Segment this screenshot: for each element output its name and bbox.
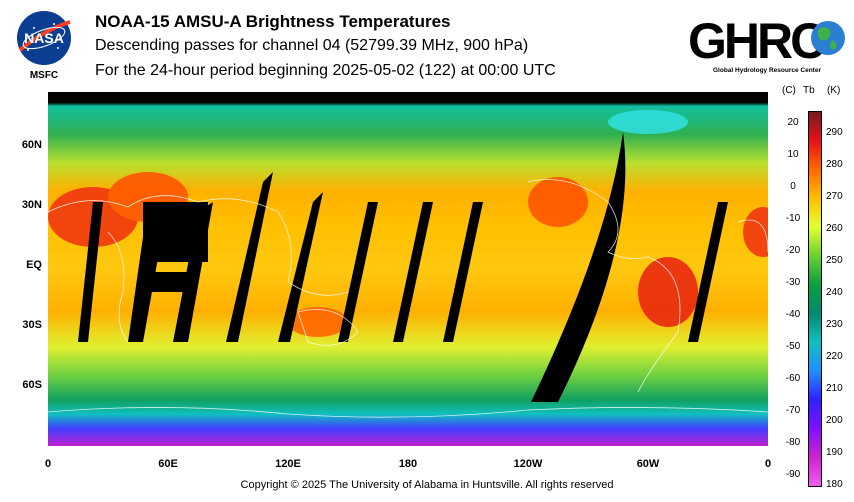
antarctic-coast [47, 407, 769, 418]
celsius-tick: -40 [785, 309, 801, 321]
kelvin-tick: 220 [826, 351, 843, 363]
ghrc-logo: GHRC Global Hydrology Resource Center [686, 10, 848, 76]
celsius-tick: -10 [785, 213, 801, 225]
unit-celsius: (C) [782, 85, 796, 96]
kelvin-tick: 280 [826, 159, 843, 171]
warm-regions [48, 110, 783, 337]
brightness-temperature-map [47, 92, 783, 446]
celsius-tick: 10 [787, 149, 799, 161]
celsius-tick: -50 [785, 341, 801, 353]
kelvin-tick: 250 [826, 255, 843, 267]
chart-subtitle: Descending passes for channel 04 (52799.… [95, 37, 529, 54]
kelvin-tick: 180 [826, 479, 843, 490]
unit-kelvin: (K) [827, 85, 841, 96]
celsius-tick: 0 [790, 181, 796, 193]
celsius-tick: -60 [785, 373, 801, 385]
lon-label: 180 [398, 458, 418, 470]
lon-label: 120W [513, 458, 543, 470]
kelvin-tick: 210 [826, 383, 843, 395]
nasa-center-text: MSFC [30, 70, 58, 81]
lon-label: 0 [44, 458, 52, 470]
celsius-tick: -80 [785, 436, 801, 448]
celsius-tick: -70 [785, 404, 801, 416]
no-data-swaths [78, 132, 728, 402]
copyright-notice: Copyright © 2025 The University of Alaba… [240, 479, 614, 491]
lat-label: EQ [26, 259, 42, 271]
celsius-tick: -90 [785, 468, 801, 480]
nasa-logo-text: NASA [24, 30, 64, 46]
celsius-tick: 20 [787, 117, 799, 129]
lon-label: 60E [158, 458, 178, 470]
lat-label: 30N [21, 199, 42, 211]
top-no-data-band [48, 92, 768, 100]
ghrc-subtitle: Global Hydrology Resource Center [713, 67, 821, 74]
celsius-tick: -30 [785, 277, 801, 289]
ghrc-logo-text: GHRC [688, 13, 825, 69]
chart-period: For the 24-hour period beginning 2025-05… [95, 62, 556, 79]
colorbar [808, 111, 822, 487]
lat-label: 60S [22, 379, 42, 391]
kelvin-tick: 200 [826, 415, 843, 427]
kelvin-tick: 290 [826, 127, 843, 139]
celsius-tick: -20 [785, 245, 801, 257]
unit-tb: Tb [803, 85, 815, 96]
kelvin-tick: 260 [826, 223, 843, 235]
chart-title: NOAA-15 AMSU-A Brightness Temperatures [95, 12, 451, 31]
lat-label: 60N [21, 139, 42, 151]
lon-label: 120E [275, 458, 301, 470]
lon-label: 0 [764, 458, 772, 470]
coastlines [47, 179, 769, 393]
kelvin-tick: 230 [826, 319, 843, 331]
nasa-logo: NASA MSFC [14, 10, 74, 82]
kelvin-tick: 190 [826, 447, 843, 459]
kelvin-tick: 270 [826, 191, 843, 203]
lon-label: 60W [636, 458, 660, 470]
lat-label: 30S [22, 319, 42, 331]
kelvin-tick: 240 [826, 287, 843, 299]
